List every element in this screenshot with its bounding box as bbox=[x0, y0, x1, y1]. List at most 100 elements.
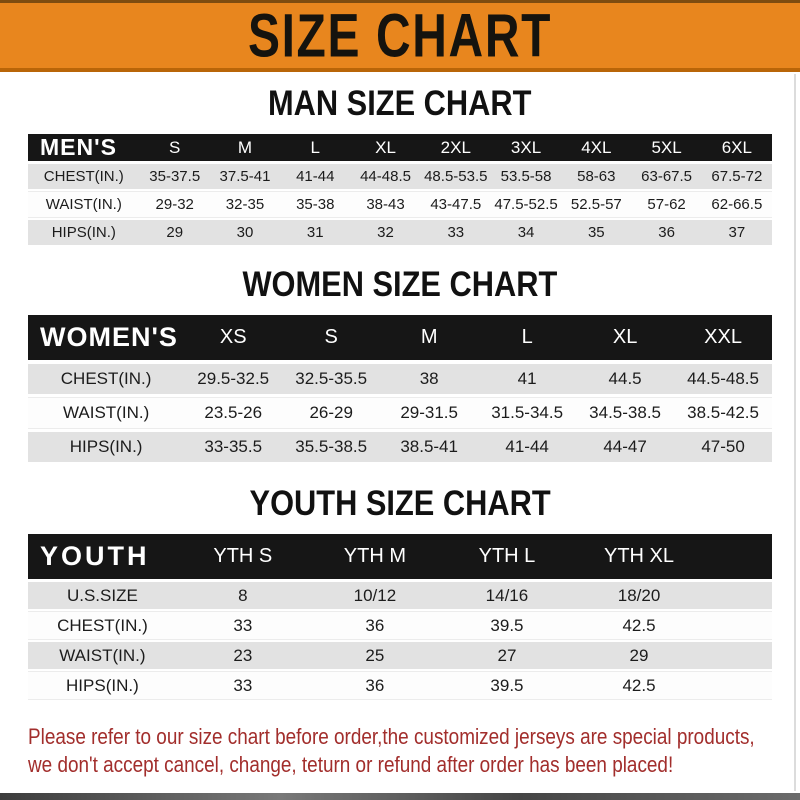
size-value-cell: 37.5-41 bbox=[219, 168, 271, 185]
men-size-chart-section: MAN SIZE CHART MEN'S S M L XL 2XL 3XL 4XL 5XL 6XL… bbox=[0, 86, 800, 245]
women-header-bar: WOMEN'S XS S M L XL XXL bbox=[28, 315, 772, 360]
men-size-column-header: L bbox=[310, 137, 320, 157]
size-value-cell: 33 bbox=[233, 615, 253, 635]
size-value-cell: 10/12 bbox=[353, 585, 397, 605]
men-chart-heading-text: MAN SIZE CHART bbox=[268, 84, 532, 123]
size-value-cell: 41 bbox=[517, 369, 537, 388]
men-size-column-header: S bbox=[169, 137, 181, 157]
youth-table-label: YOUTH bbox=[40, 541, 150, 571]
row-label: WAIST(IN.) bbox=[45, 196, 122, 213]
youth-size-chart-section: YOUTH SIZE CHART YOUTH YTH S YTH M YTH L YTH… bbox=[0, 486, 800, 699]
size-value-cell: 57-62 bbox=[647, 196, 686, 213]
women-size-column-header: M bbox=[420, 326, 438, 348]
men-size-table: MEN'S S M L XL 2XL 3XL 4XL 5XL 6XL CHEST(IN.) 35-37… bbox=[28, 134, 772, 245]
row-label: CHEST(IN.) bbox=[57, 615, 148, 635]
size-value-cell: 47-50 bbox=[701, 437, 745, 456]
men-size-column-header: 4XL bbox=[581, 137, 612, 157]
size-value-cell: 42.5 bbox=[622, 615, 656, 635]
women-size-table: WOMEN'S XS S M L XL XXL CHEST(IN.) 29.5-32.5 32.5… bbox=[28, 315, 772, 462]
size-value-cell: 39.5 bbox=[490, 675, 524, 695]
disclaimer-note: Please refer to our size chart before or… bbox=[28, 723, 772, 779]
size-value-cell: 32-35 bbox=[225, 196, 265, 213]
size-value-cell: 31 bbox=[306, 224, 324, 241]
row-label: CHEST(IN.) bbox=[43, 168, 124, 185]
size-value-cell: 29-31.5 bbox=[400, 403, 458, 422]
size-value-cell: 42.5 bbox=[622, 675, 656, 695]
size-value-cell: 48.5-53.5 bbox=[424, 168, 488, 185]
size-value-cell: 26-29 bbox=[309, 403, 353, 422]
size-value-cell: 33-35.5 bbox=[204, 437, 263, 456]
women-table-label: WOMEN'S bbox=[40, 322, 178, 352]
row-label: CHEST(IN.) bbox=[60, 369, 152, 388]
disclaimer-line-1: Please refer to our size chart before or… bbox=[28, 723, 772, 751]
youth-size-column-header: YTH M bbox=[343, 545, 406, 567]
men-header-bar: MEN'S S M L XL 2XL 3XL 4XL 5XL 6XL bbox=[28, 134, 772, 161]
row-label: HIPS(IN.) bbox=[69, 437, 143, 456]
women-chart-heading-text: WOMEN SIZE CHART bbox=[242, 265, 558, 304]
row-label: WAIST(IN.) bbox=[62, 403, 150, 422]
disclaimer-line-1-text: Please refer to our size chart before or… bbox=[28, 724, 755, 749]
men-table-row: WAIST(IN.) 29-32 32-35 35-38 38-43 43-47.5 47.… bbox=[28, 192, 772, 217]
size-value-cell: 62-66.5 bbox=[711, 196, 763, 213]
size-value-cell: 44-48.5 bbox=[360, 168, 411, 185]
size-value-cell: 34.5-38.5 bbox=[589, 403, 662, 422]
women-chart-heading: WOMEN SIZE CHART bbox=[0, 267, 800, 303]
size-value-cell: 38-43 bbox=[366, 196, 405, 213]
size-value-cell: 18/20 bbox=[617, 585, 661, 605]
women-size-chart-section: WOMEN SIZE CHART WOMEN'S XS S M L XL XXL CHEST(… bbox=[0, 267, 800, 462]
size-value-cell: 44.5-48.5 bbox=[687, 369, 759, 388]
size-value-cell: 39.5 bbox=[490, 615, 524, 635]
men-table-row: CHEST(IN.) 35-37.5 37.5-41 41-44 44-48.5 48.5… bbox=[28, 164, 772, 189]
youth-size-column-header: YTH S bbox=[213, 545, 273, 567]
youth-chart-heading-text: YOUTH SIZE CHART bbox=[249, 484, 551, 523]
size-value-cell: 33 bbox=[233, 675, 253, 695]
men-chart-heading: MAN SIZE CHART bbox=[0, 86, 800, 122]
youth-table-row: CHEST(IN.) 33 36 39.5 42.5 bbox=[28, 612, 772, 639]
women-table-row: CHEST(IN.) 29.5-32.5 32.5-35.5 38 41 44.5 44.5… bbox=[28, 364, 772, 394]
size-value-cell: 23 bbox=[233, 645, 253, 665]
size-value-cell: 44-47 bbox=[603, 437, 647, 456]
men-size-column-header: 6XL bbox=[721, 137, 752, 157]
size-value-cell: 27 bbox=[497, 645, 517, 665]
men-size-column-header: 5XL bbox=[651, 137, 682, 157]
size-value-cell: 29 bbox=[629, 645, 649, 665]
size-value-cell: 35-38 bbox=[296, 196, 335, 213]
row-label: HIPS(IN.) bbox=[51, 224, 116, 241]
size-value-cell: 36 bbox=[658, 224, 675, 241]
size-value-cell: 23.5-26 bbox=[204, 403, 263, 422]
size-value-cell: 58-63 bbox=[577, 168, 616, 185]
size-value-cell: 41-44 bbox=[296, 168, 335, 185]
women-size-column-header: XXL bbox=[704, 326, 742, 348]
youth-header-bar: YOUTH YTH S YTH M YTH L YTH XL bbox=[28, 534, 772, 579]
size-value-cell: 33 bbox=[447, 224, 465, 241]
page-title: SIZE CHART bbox=[248, 1, 552, 70]
row-label: U.S.SIZE bbox=[66, 585, 138, 605]
youth-table-row: WAIST(IN.) 23 25 27 29 bbox=[28, 642, 772, 669]
youth-size-column-header: YTH L bbox=[478, 545, 536, 567]
size-value-cell: 35.5-38.5 bbox=[295, 437, 368, 456]
men-size-column-header: 3XL bbox=[510, 137, 542, 157]
right-edge-border bbox=[794, 74, 796, 791]
women-size-column-header: XS bbox=[219, 326, 247, 348]
disclaimer-line-2-text: we don't accept cancel, change, teturn o… bbox=[28, 752, 674, 777]
women-table-row: HIPS(IN.) 33-35.5 35.5-38.5 38.5-41 41-44 44-… bbox=[28, 432, 772, 462]
size-value-cell: 36 bbox=[365, 615, 385, 635]
size-value-cell: 29-32 bbox=[155, 196, 194, 213]
youth-size-column-header: YTH XL bbox=[604, 545, 675, 567]
size-value-cell: 38 bbox=[419, 369, 439, 388]
men-size-column-header: M bbox=[237, 137, 253, 157]
women-table-row: WAIST(IN.) 23.5-26 26-29 29-31.5 31.5-34.5 34… bbox=[28, 398, 772, 428]
size-value-cell: 8 bbox=[238, 585, 248, 605]
youth-size-table: YOUTH YTH S YTH M YTH L YTH XL U.S.SIZE 8 10/12… bbox=[28, 534, 772, 699]
size-value-cell: 14/16 bbox=[485, 585, 529, 605]
youth-table-row: HIPS(IN.) 33 36 39.5 42.5 bbox=[28, 672, 772, 699]
bottom-edge-strip bbox=[0, 793, 800, 800]
row-label: WAIST(IN.) bbox=[59, 645, 146, 665]
size-value-cell: 38.5-42.5 bbox=[687, 403, 759, 422]
size-value-cell: 67.5-72 bbox=[711, 168, 763, 185]
size-value-cell: 36 bbox=[365, 675, 385, 695]
youth-table-row: U.S.SIZE 8 10/12 14/16 18/20 bbox=[28, 582, 772, 609]
size-value-cell: 52.5-57 bbox=[570, 196, 622, 213]
size-value-cell: 32 bbox=[377, 224, 394, 241]
